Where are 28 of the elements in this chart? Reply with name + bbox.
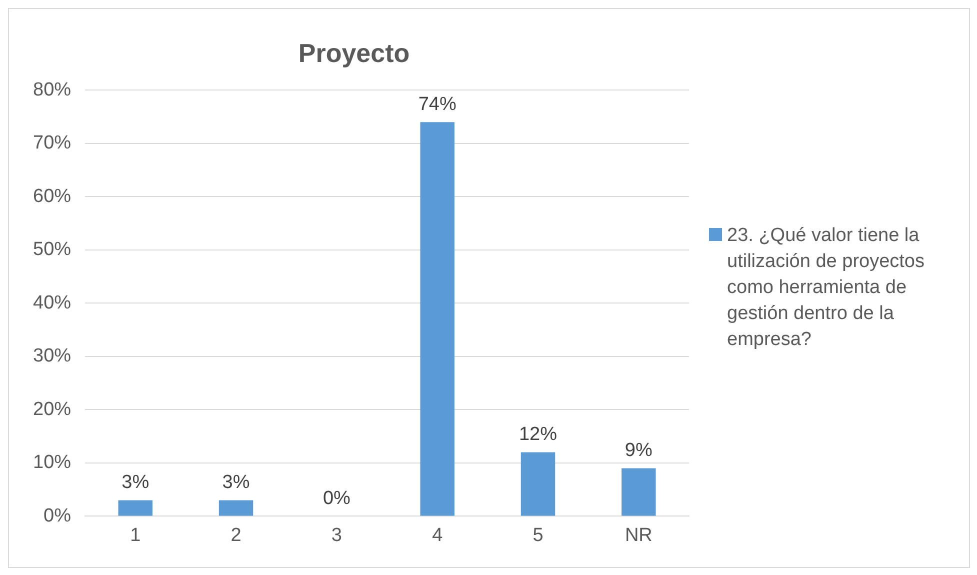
- bar: [218, 500, 254, 516]
- y-tick-label: 0%: [44, 505, 72, 526]
- y-tick-label: 40%: [32, 292, 72, 314]
- bar: [622, 468, 656, 516]
- x-tick-label: 5: [532, 524, 544, 546]
- y-tick-label: 10%: [32, 452, 72, 474]
- text: 0%: [322, 488, 350, 509]
- y-tick-label: 50%: [32, 239, 72, 260]
- y-tick-label: 30%: [32, 346, 72, 367]
- y-tick-label: 20%: [32, 398, 72, 420]
- text: 74%: [418, 94, 456, 115]
- x-tick-label: NR: [624, 524, 652, 546]
- bar: [420, 122, 454, 516]
- text: 12%: [518, 424, 558, 446]
- text: 3%: [122, 472, 150, 493]
- bar: [520, 452, 556, 516]
- x-tick-label: 1: [130, 524, 141, 546]
- y-tick-label: 80%: [32, 79, 72, 100]
- x-tick-label: 4: [432, 524, 444, 546]
- legend-label: 23. ¿Qué valor tiene la utilización de proyectos como herramienta de gestión dentro de la empresa?: [727, 224, 926, 352]
- chart-title: Proyecto: [298, 38, 410, 68]
- bar: [118, 500, 152, 516]
- x-tick-label: 2: [230, 524, 242, 546]
- text: 9%: [624, 440, 652, 462]
- y-tick-label: 70%: [32, 132, 72, 154]
- text: 3%: [222, 472, 250, 493]
- y-tick-label: 60%: [32, 186, 72, 207]
- x-tick-label: 3: [331, 524, 342, 546]
